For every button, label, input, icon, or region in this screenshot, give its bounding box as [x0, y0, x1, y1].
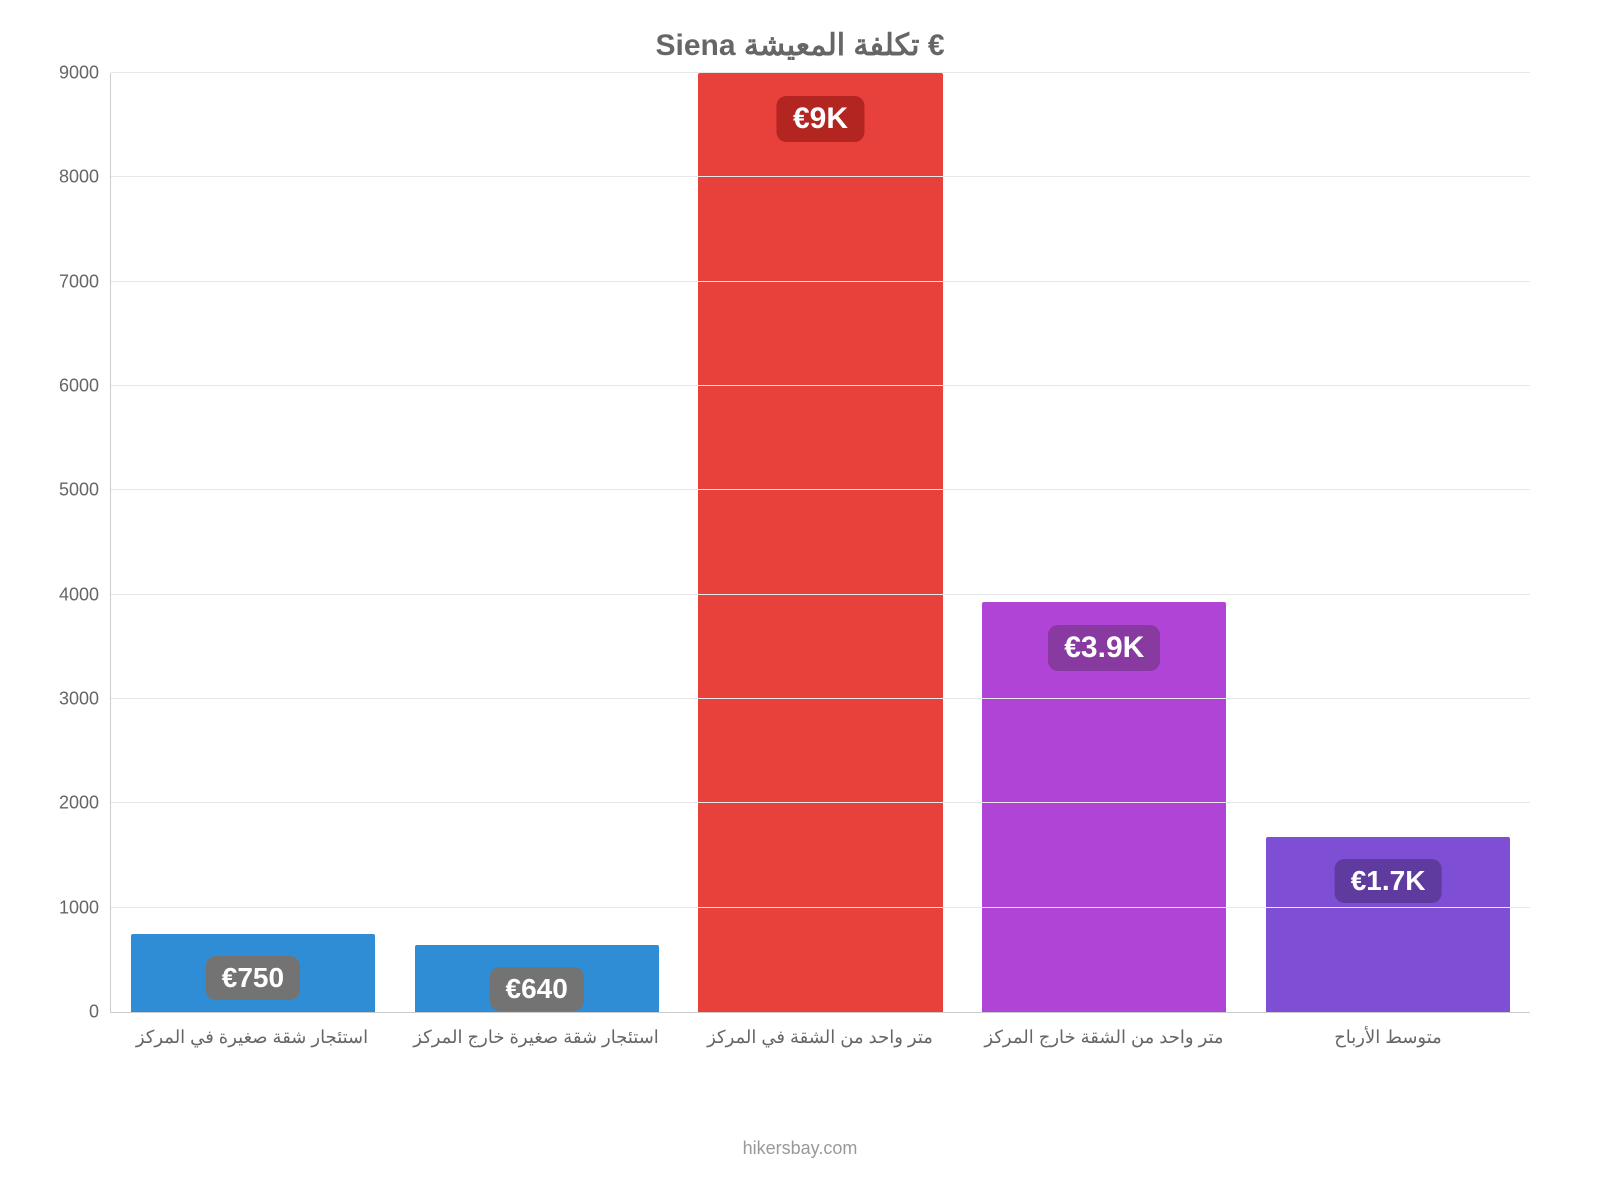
grid-line	[111, 907, 1530, 908]
bar-slot: €3.9K	[962, 73, 1246, 1012]
grid-line	[111, 489, 1530, 490]
y-tick-label: 1000	[59, 897, 111, 918]
bar: €750	[131, 934, 375, 1012]
x-tick-label: استئجار شقة صغيرة في المركز	[110, 1013, 394, 1048]
y-tick-label: 0	[89, 1002, 111, 1023]
bar: €9K	[698, 73, 942, 1012]
chart-container: € تكلفة المعيشة Siena €750 €640 €9K €3.9K €1…	[0, 0, 1600, 1200]
value-badge: €9K	[777, 96, 864, 142]
y-tick-label: 8000	[59, 167, 111, 188]
y-tick-label: 6000	[59, 376, 111, 397]
value-badge: €640	[490, 967, 584, 1011]
value-badge: €3.9K	[1048, 625, 1160, 671]
value-badge: €750	[206, 956, 300, 1000]
bars-group: €750 €640 €9K €3.9K €1.7K	[111, 73, 1530, 1012]
credit-text: hikersbay.com	[40, 1138, 1560, 1159]
bar-slot: €1.7K	[1246, 73, 1530, 1012]
y-tick-label: 2000	[59, 793, 111, 814]
bar: €640	[415, 945, 659, 1012]
grid-line	[111, 802, 1530, 803]
bar: €1.7K	[1266, 837, 1510, 1012]
value-badge: €1.7K	[1335, 859, 1442, 903]
y-tick-label: 7000	[59, 271, 111, 292]
y-tick-label: 5000	[59, 480, 111, 501]
grid-line	[111, 72, 1530, 73]
bar-slot: €9K	[679, 73, 963, 1012]
bar-slot: €750	[111, 73, 395, 1012]
y-tick-label: 3000	[59, 689, 111, 710]
bar-slot: €640	[395, 73, 679, 1012]
plot-area: €750€640€9K€3.9K€1.7K 010002000300040005…	[110, 73, 1530, 1013]
grid-line	[111, 281, 1530, 282]
y-tick-label: 9000	[59, 63, 111, 84]
x-tick-label: متر واحد من الشقة في المركز	[678, 1013, 962, 1048]
x-axis-labels: استئجار شقة صغيرة في المركزاستئجار شقة ص…	[110, 1013, 1530, 1048]
grid-line	[111, 176, 1530, 177]
grid-line	[111, 698, 1530, 699]
bar: €3.9K	[982, 602, 1226, 1012]
y-tick-label: 4000	[59, 584, 111, 605]
grid-line	[111, 594, 1530, 595]
x-tick-label: متوسط الأرباح	[1246, 1013, 1530, 1048]
x-tick-label: متر واحد من الشقة خارج المركز	[962, 1013, 1246, 1048]
x-tick-label: استئجار شقة صغيرة خارج المركز	[394, 1013, 678, 1048]
grid-line	[111, 385, 1530, 386]
chart-title: € تكلفة المعيشة Siena	[40, 28, 1560, 63]
